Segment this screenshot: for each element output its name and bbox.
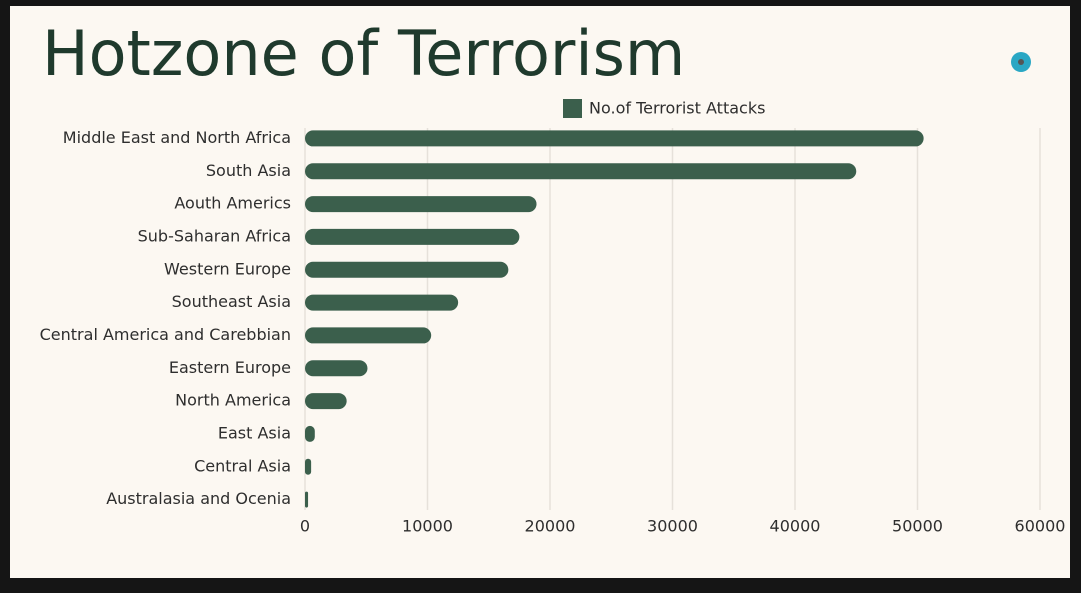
y-tick-label: Sub-Saharan Africa [138,226,291,245]
bar [305,228,520,245]
x-tick-label: 60000 [1015,517,1066,536]
bar [305,196,537,213]
bar [305,261,509,278]
x-tick-label: 40000 [770,517,821,536]
y-tick-label: Central Asia [194,456,291,475]
y-tick-label: Southeast Asia [172,292,291,311]
x-tick-label: 0 [300,517,310,536]
y-tick-label: Western Europe [164,259,291,278]
y-tick-label: East Asia [218,423,291,442]
y-tick-label: Central America and Carebbian [40,325,291,344]
y-tick-label: Middle East and North Africa [63,128,291,147]
slide-background [10,6,1070,578]
y-tick-label: Eastern Europe [169,358,291,377]
chart-title: Hotzone of Terrorism [42,17,685,90]
y-tick-label: Australasia and Ocenia [106,489,291,508]
bar [305,458,312,475]
bar [305,163,857,180]
x-tick-label: 30000 [647,517,698,536]
bar [305,360,368,377]
x-tick-label: 10000 [402,517,453,536]
x-tick-label: 20000 [525,517,576,536]
bar [305,393,347,410]
y-tick-label: Aouth Americs [174,194,291,213]
y-tick-label: North America [175,391,291,410]
legend-swatch [563,99,582,118]
bar [305,425,315,442]
cursor-center [1018,59,1024,65]
bar [305,130,924,147]
bar [305,294,459,311]
bar [305,491,309,508]
legend-label: No.of Terrorist Attacks [589,99,765,118]
bar [305,327,432,344]
x-tick-label: 50000 [892,517,943,536]
y-tick-label: South Asia [206,161,291,180]
